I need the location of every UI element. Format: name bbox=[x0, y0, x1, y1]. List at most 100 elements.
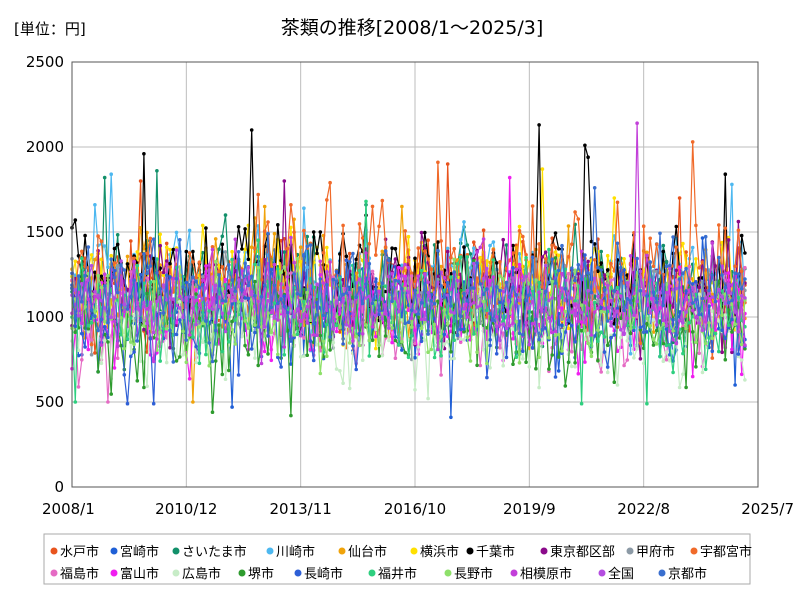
data-point bbox=[475, 309, 479, 314]
grid-lines bbox=[72, 62, 758, 487]
data-point bbox=[243, 261, 247, 266]
legend-label: 相模原市 bbox=[520, 566, 572, 582]
data-point bbox=[272, 319, 277, 324]
data-point bbox=[109, 172, 113, 176]
data-point bbox=[661, 322, 666, 327]
data-point bbox=[592, 289, 597, 294]
data-point bbox=[246, 283, 251, 288]
data-point bbox=[720, 350, 724, 355]
data-point bbox=[187, 251, 192, 255]
data-point bbox=[181, 285, 185, 289]
data-point bbox=[720, 313, 724, 318]
legend-marker bbox=[294, 569, 302, 577]
data-point bbox=[73, 259, 78, 264]
data-point bbox=[570, 364, 574, 369]
data-point bbox=[93, 270, 97, 275]
legend-marker bbox=[410, 547, 418, 555]
data-point bbox=[527, 272, 532, 276]
data-point bbox=[174, 332, 179, 337]
data-point bbox=[419, 317, 424, 322]
data-point bbox=[171, 247, 176, 252]
data-point bbox=[315, 313, 319, 317]
data-point bbox=[681, 241, 685, 246]
data-point bbox=[439, 298, 443, 303]
data-point bbox=[684, 266, 688, 271]
data-point bbox=[403, 286, 408, 291]
data-point bbox=[158, 330, 162, 335]
data-point bbox=[700, 236, 705, 240]
chart-unit-label: [単位：円] bbox=[14, 20, 86, 38]
data-point bbox=[622, 308, 626, 313]
data-point bbox=[132, 278, 136, 283]
data-point bbox=[488, 311, 492, 316]
data-point bbox=[619, 335, 623, 340]
data-point bbox=[269, 267, 274, 272]
data-point bbox=[553, 256, 558, 260]
data-point bbox=[161, 270, 166, 275]
data-point bbox=[723, 336, 728, 341]
x-tick-label: 2016/10 bbox=[384, 500, 446, 518]
data-point bbox=[723, 172, 728, 176]
data-point bbox=[272, 231, 277, 236]
data-point bbox=[135, 339, 140, 343]
data-point bbox=[194, 360, 198, 365]
data-point bbox=[138, 272, 143, 277]
data-point bbox=[628, 327, 633, 331]
data-point bbox=[338, 369, 342, 373]
data-point bbox=[468, 302, 473, 307]
data-point bbox=[99, 298, 104, 303]
data-point bbox=[171, 276, 176, 281]
data-point bbox=[240, 298, 244, 303]
data-point bbox=[377, 343, 381, 348]
data-point bbox=[311, 358, 316, 363]
data-point bbox=[262, 204, 267, 209]
data-point bbox=[543, 263, 548, 268]
data-point bbox=[485, 361, 489, 366]
data-point bbox=[178, 238, 182, 242]
data-point bbox=[439, 334, 443, 339]
data-point bbox=[681, 372, 685, 377]
data-point bbox=[158, 243, 162, 248]
data-point bbox=[367, 338, 372, 343]
data-point bbox=[409, 325, 414, 329]
data-point bbox=[501, 277, 506, 281]
data-point bbox=[478, 282, 483, 286]
data-point bbox=[517, 252, 522, 256]
data-point bbox=[145, 276, 149, 280]
data-point bbox=[576, 371, 581, 376]
data-point bbox=[164, 245, 169, 250]
data-point bbox=[164, 262, 169, 267]
legend-item: 福島市 bbox=[50, 566, 99, 582]
data-point bbox=[253, 262, 257, 267]
data-point bbox=[504, 326, 509, 331]
data-point bbox=[89, 320, 94, 325]
data-point bbox=[488, 366, 492, 370]
data-point bbox=[589, 333, 594, 337]
data-point bbox=[282, 313, 287, 318]
data-point bbox=[684, 385, 688, 390]
data-point bbox=[462, 245, 466, 249]
data-point bbox=[223, 213, 228, 217]
data-point bbox=[302, 312, 306, 317]
data-point bbox=[374, 287, 378, 291]
data-point bbox=[315, 282, 319, 287]
data-point bbox=[648, 260, 652, 264]
data-point bbox=[566, 360, 571, 365]
data-point bbox=[550, 236, 554, 240]
data-point bbox=[305, 244, 310, 249]
data-point bbox=[436, 299, 440, 304]
y-tick-label: 500 bbox=[35, 393, 64, 411]
data-point bbox=[543, 326, 548, 330]
data-point bbox=[230, 249, 234, 254]
legend-marker bbox=[50, 547, 58, 555]
data-point bbox=[155, 337, 159, 341]
data-point bbox=[73, 316, 78, 320]
data-point bbox=[393, 338, 398, 343]
data-point bbox=[455, 262, 460, 266]
data-point bbox=[298, 293, 303, 298]
data-point bbox=[596, 269, 600, 274]
data-point bbox=[161, 311, 166, 315]
data-point bbox=[527, 330, 532, 334]
data-point bbox=[586, 271, 590, 275]
data-point bbox=[592, 242, 597, 246]
